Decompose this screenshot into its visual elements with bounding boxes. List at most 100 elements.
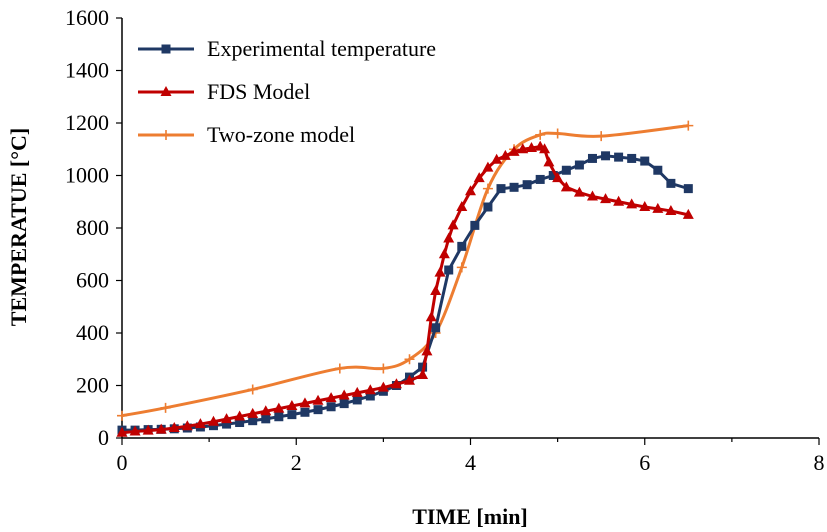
y-tick-label: 200 (76, 373, 109, 398)
triangle-marker (207, 415, 219, 426)
triangle-marker (482, 161, 494, 172)
triangle-marker (499, 149, 511, 160)
square-marker (496, 184, 506, 194)
square-marker (574, 160, 584, 170)
triangle-marker (377, 381, 389, 392)
triangle-marker (552, 172, 564, 183)
square-marker (352, 395, 362, 405)
legend: Experimental temperature FDS Model Two-zon… (138, 36, 436, 147)
square-marker (261, 414, 271, 424)
triangle-marker (682, 208, 694, 219)
square-marker (640, 156, 650, 166)
square-marker (300, 407, 310, 417)
y-tick-label: 800 (76, 215, 109, 240)
triangle-marker (425, 311, 437, 322)
y-tick-label: 1200 (65, 110, 109, 135)
triangle-marker (221, 413, 233, 424)
x-tick-label: 0 (117, 450, 128, 475)
triangle-marker (508, 145, 520, 156)
triangle-marker (539, 143, 551, 154)
y-tick-label: 0 (98, 425, 109, 450)
triangle-marker (364, 384, 376, 395)
square-marker (666, 178, 676, 188)
square-marker (444, 265, 454, 275)
triangle-marker (299, 397, 311, 408)
plus-marker (683, 120, 694, 131)
square-marker (457, 241, 467, 251)
triangle-marker (351, 386, 363, 397)
triangle-marker (517, 143, 529, 154)
triangle-marker (247, 407, 259, 418)
triangle-marker (456, 201, 468, 211)
triangle-marker (652, 202, 664, 213)
y-tick-label: 1400 (65, 58, 109, 83)
triangle-marker (390, 378, 402, 389)
triangle-marker (600, 193, 612, 204)
square-marker (627, 153, 637, 163)
triangle-marker (543, 156, 555, 167)
square-marker (313, 405, 323, 415)
triangle-marker (560, 181, 572, 192)
square-marker (509, 182, 519, 192)
square-marker (248, 416, 258, 426)
triangle-marker (168, 422, 180, 433)
x-tick-label: 6 (639, 450, 650, 475)
plus-marker (161, 130, 171, 140)
y-tick-label: 1000 (65, 163, 109, 188)
plus-marker (456, 262, 467, 273)
axes: 0 2 4 6 8 0 200 400 600 800 1000 1200 1400 1600 (65, 5, 825, 475)
square-marker (535, 174, 545, 184)
triangle-marker (613, 195, 625, 206)
y-tick-label: 600 (76, 268, 109, 293)
triangle-marker (312, 394, 324, 405)
legend-label: Two-zone model (207, 122, 355, 147)
square-marker (274, 412, 284, 422)
x-tick-label: 2 (291, 450, 302, 475)
triangle-marker (194, 418, 206, 429)
square-marker (614, 152, 624, 162)
plus-marker (535, 129, 546, 140)
plus-marker (404, 354, 415, 365)
square-marker (287, 410, 297, 420)
y-tick-label: 1600 (65, 5, 109, 30)
legend-entry: Experimental temperature (138, 36, 436, 61)
triangle-marker (160, 86, 172, 96)
triangle-marker (338, 389, 350, 400)
square-marker (339, 399, 349, 409)
series-line (121, 145, 689, 435)
x-axis-title: TIME [min] (412, 504, 528, 529)
triangle-marker (421, 345, 433, 356)
square-marker (548, 171, 558, 180)
square-marker (431, 323, 441, 333)
triangle-marker (116, 426, 128, 437)
legend-label: FDS Model (207, 79, 310, 104)
triangle-marker (447, 219, 459, 230)
plus-marker (160, 402, 171, 413)
plus-marker (482, 183, 493, 194)
square-marker (683, 184, 693, 194)
plus-marker (552, 128, 563, 139)
triangle-marker (438, 248, 450, 259)
legend-entry: FDS Model (138, 79, 310, 104)
y-axis-title: TEMPERATUE [°C] (6, 128, 31, 326)
square-marker (561, 165, 571, 175)
triangle-marker (155, 423, 167, 434)
triangle-marker (573, 186, 585, 197)
plus-marker (334, 363, 345, 374)
triangle-marker (286, 399, 298, 410)
triangle-marker (491, 153, 503, 164)
plus-marker (247, 384, 258, 395)
triangle-marker (273, 402, 285, 413)
triangle-marker (181, 420, 193, 431)
series-layer (116, 120, 694, 437)
series-experimental-temperature (117, 151, 693, 435)
square-marker (601, 151, 611, 161)
triangle-marker (626, 198, 638, 209)
triangle-marker (465, 185, 476, 196)
triangle-marker (129, 425, 141, 436)
x-tick-label: 4 (465, 450, 476, 475)
square-marker (470, 220, 480, 230)
triangle-marker (234, 410, 246, 421)
plus-marker (117, 410, 127, 421)
triangle-marker (665, 204, 677, 215)
